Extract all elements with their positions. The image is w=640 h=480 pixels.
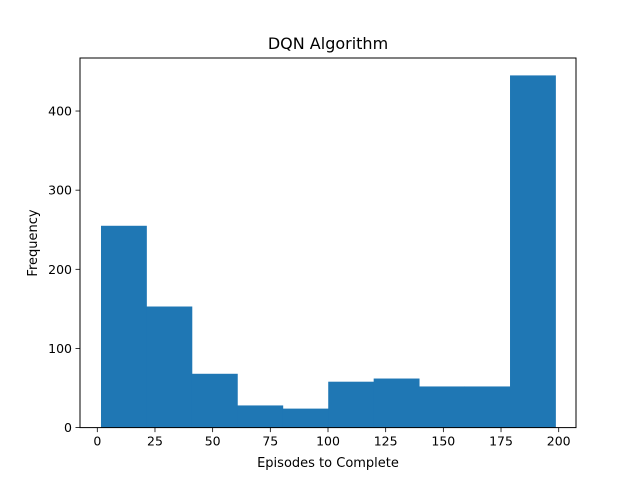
y-tick-label: 0 xyxy=(64,420,72,435)
x-tick-label: 175 xyxy=(489,434,513,449)
histogram-bar-7 xyxy=(373,378,420,428)
y-tick-label: 100 xyxy=(48,341,72,356)
x-tick-label: 75 xyxy=(262,434,278,449)
y-tick-label: 400 xyxy=(48,104,72,119)
histogram-bar-4 xyxy=(237,405,284,428)
x-tick-label: 125 xyxy=(374,434,398,449)
histogram-bar-6 xyxy=(328,381,375,428)
x-tick-label: 100 xyxy=(316,434,340,449)
bars-group xyxy=(100,75,556,428)
x-axis-ticks: 0 25 50 75 100 125 150 175 200 xyxy=(93,427,571,449)
x-tick-label: 25 xyxy=(147,434,163,449)
histogram-bar-9 xyxy=(464,386,511,428)
y-axis-label: Frequency xyxy=(26,209,41,276)
x-tick-label: 50 xyxy=(205,434,221,449)
histogram-bar-8 xyxy=(419,386,465,428)
y-axis-ticks: 0 100 200 300 400 xyxy=(48,104,80,435)
histogram-bar-1 xyxy=(100,225,147,428)
histogram-bar-3 xyxy=(191,373,238,428)
chart-title: DQN Algorithm xyxy=(268,34,388,53)
histogram-bar-10 xyxy=(510,75,556,428)
histogram-bar-5 xyxy=(282,408,329,428)
x-tick-label: 0 xyxy=(93,434,101,449)
x-axis-label: Episodes to Complete xyxy=(257,456,399,471)
x-tick-label: 200 xyxy=(547,434,571,449)
y-tick-label: 300 xyxy=(48,183,72,198)
y-tick-label: 200 xyxy=(48,262,72,277)
x-tick-label: 150 xyxy=(431,434,455,449)
histogram-bar-2 xyxy=(146,306,193,428)
